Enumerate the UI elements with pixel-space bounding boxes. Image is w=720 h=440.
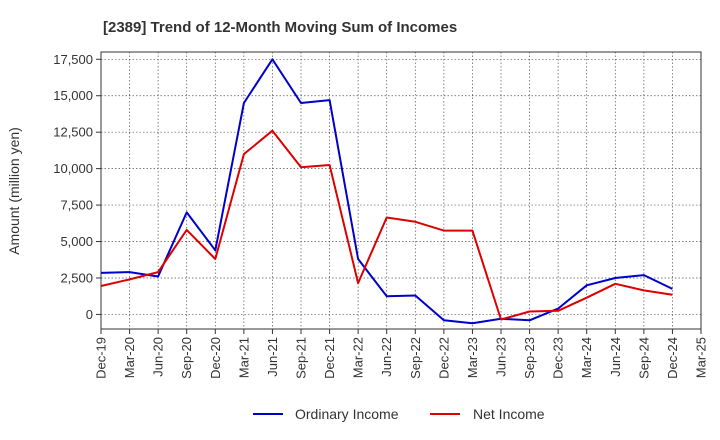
x-tick-label-jun-24: Jun-24 bbox=[608, 337, 623, 377]
x-tick-label-mar-23: Mar-23 bbox=[465, 337, 480, 378]
y-tick-label-7: 17,500 bbox=[53, 52, 93, 67]
series-layer bbox=[100, 58, 673, 325]
y-tick-label-3: 7,500 bbox=[60, 198, 93, 213]
x-tick-label-dec-22: Dec-22 bbox=[436, 337, 451, 379]
grid-layer bbox=[101, 52, 701, 329]
y-tick-label-2: 5,000 bbox=[60, 234, 93, 249]
x-tick-label-mar-20: Mar-20 bbox=[122, 337, 137, 378]
x-tick-label-mar-25: Mar-25 bbox=[694, 337, 709, 378]
x-tick-label-mar-22: Mar-22 bbox=[351, 337, 366, 378]
y-tick-label-5: 12,500 bbox=[53, 125, 93, 140]
chart-title: [2389] Trend of 12-Month Moving Sum of I… bbox=[103, 19, 457, 36]
x-tick-label-sep-20: Sep-20 bbox=[179, 337, 194, 379]
x-tick-label-sep-23: Sep-23 bbox=[522, 337, 537, 379]
plot-frame bbox=[100, 51, 702, 330]
x-tick-label-sep-24: Sep-24 bbox=[636, 337, 651, 379]
x-tick-label-dec-21: Dec-21 bbox=[322, 337, 337, 379]
series-line-ordinary-income bbox=[100, 58, 673, 325]
x-tick-label-dec-19: Dec-19 bbox=[94, 337, 109, 379]
legend-label-net-income: Net Income bbox=[473, 406, 545, 422]
y-tick-label-4: 10,000 bbox=[53, 161, 93, 176]
x-tick-label-jun-21: Jun-21 bbox=[265, 337, 280, 377]
y-tick-labels: 0 2,500 5,000 7,500 10,000 12,500 15,000 17,500 bbox=[53, 52, 101, 322]
x-tick-label-sep-22: Sep-22 bbox=[408, 337, 423, 379]
y-axis-label: Amount (million yen) bbox=[6, 127, 22, 255]
x-tick-labels: Dec-19 Mar-20 Jun-20 Sep-20 Dec-20 Mar-21 Jun-… bbox=[94, 329, 709, 379]
x-tick-label-dec-23: Dec-23 bbox=[551, 337, 566, 379]
x-tick-label-jun-22: Jun-22 bbox=[379, 337, 394, 377]
legend: Ordinary Income Net Income bbox=[253, 406, 545, 422]
y-tick-label-1: 2,500 bbox=[60, 270, 93, 285]
x-tick-label-dec-24: Dec-24 bbox=[665, 337, 680, 379]
series-line-net-income bbox=[100, 129, 673, 321]
x-tick-label-mar-24: Mar-24 bbox=[579, 337, 594, 378]
x-tick-label-jun-23: Jun-23 bbox=[494, 337, 509, 377]
x-tick-label-jun-20: Jun-20 bbox=[151, 337, 166, 377]
y-tick-label-0: 0 bbox=[86, 307, 93, 322]
x-tick-label-mar-21: Mar-21 bbox=[236, 337, 251, 378]
x-tick-label-sep-21: Sep-21 bbox=[294, 337, 309, 379]
legend-label-ordinary-income: Ordinary Income bbox=[295, 406, 399, 422]
x-tick-label-dec-20: Dec-20 bbox=[208, 337, 223, 379]
y-tick-label-6: 15,000 bbox=[53, 88, 93, 103]
